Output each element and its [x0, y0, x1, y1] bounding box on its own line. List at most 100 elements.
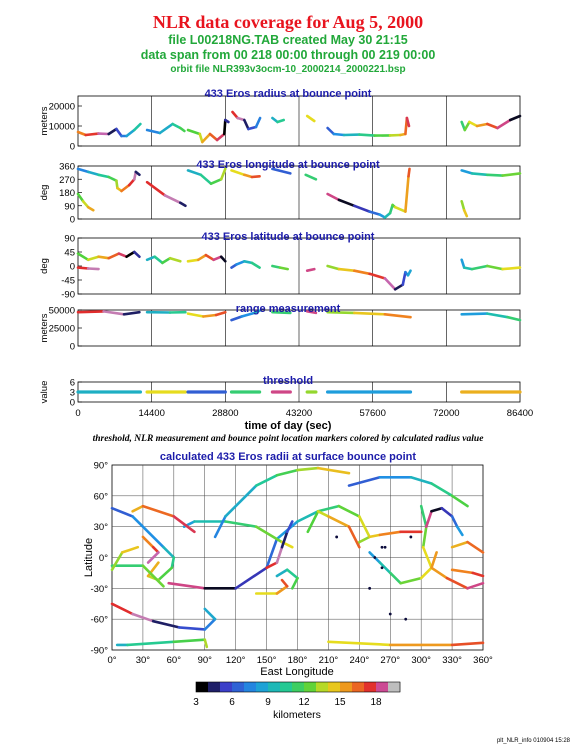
track-point: [380, 566, 384, 570]
data-segment: [76, 167, 90, 174]
data-segment: [296, 466, 320, 472]
data-segment: [276, 118, 286, 124]
data-segment: [76, 266, 90, 270]
data-segment: [126, 640, 176, 647]
data-segment: [110, 602, 134, 616]
data-segment: [468, 120, 479, 128]
data-segment: [204, 253, 215, 262]
data-segment: [230, 169, 246, 177]
data-segment: [378, 561, 392, 575]
data-segment: [305, 114, 316, 123]
data-segment: [131, 612, 155, 623]
track-point: [409, 535, 413, 539]
data-segment: [214, 310, 227, 317]
track-point: [335, 535, 339, 539]
data-segment: [466, 581, 485, 590]
x-tick-label: 86400: [507, 408, 533, 419]
data-segment: [110, 506, 134, 518]
x-tick-label: 28800: [212, 408, 238, 419]
data-segment: [290, 576, 299, 590]
colorbar-swatch: [376, 682, 389, 692]
data-segment: [368, 210, 382, 216]
y-axis-label: meters: [39, 106, 50, 135]
data-segment: [145, 180, 167, 197]
data-segment: [406, 269, 412, 277]
data-segment: [141, 564, 165, 588]
data-segment: [430, 482, 454, 498]
y-tick-label: 270: [59, 175, 75, 186]
data-segment: [179, 201, 187, 208]
data-segment: [240, 311, 256, 318]
data-segment: [430, 506, 444, 513]
data-segment: [196, 253, 208, 262]
data-segment: [203, 607, 217, 621]
data-segment: [506, 315, 522, 322]
data-segment: [86, 205, 95, 212]
data-segment: [430, 551, 438, 570]
data-segment: [186, 258, 200, 263]
chart-title: NLR data coverage for Aug 5, 2000: [152, 12, 424, 32]
data-segment: [125, 250, 136, 259]
latitude-tick-label: 30°: [94, 522, 109, 533]
track-point: [373, 556, 377, 559]
data-segment: [471, 571, 485, 578]
map-x-axis-label: East Longitude: [260, 666, 333, 678]
data-segment: [177, 626, 207, 631]
data-segment: [121, 545, 140, 554]
data-segment: [234, 566, 268, 590]
data-segment: [337, 504, 361, 518]
data-segment: [424, 509, 433, 529]
y-axis-label: meters: [39, 313, 50, 342]
data-segment: [133, 122, 142, 132]
data-segment: [316, 504, 341, 513]
data-segment: [278, 266, 290, 271]
x-tick-label: 43200: [286, 408, 312, 419]
data-segment: [378, 530, 402, 537]
data-segment: [304, 173, 318, 181]
data-segment: [157, 566, 174, 582]
data-segment: [186, 312, 205, 318]
colorbar-swatch: [244, 682, 257, 692]
data-segment: [145, 128, 162, 135]
y-tick-label: 0: [70, 342, 75, 353]
panel-title: range measurement: [236, 303, 341, 315]
colorbar-swatch: [340, 682, 353, 692]
colorbar-swatch: [232, 682, 245, 692]
data-segment: [107, 175, 118, 182]
map-y-axis-label: Latitude: [83, 538, 95, 577]
data-segment: [158, 122, 174, 135]
data-segment: [393, 283, 405, 291]
data-segment: [450, 515, 459, 529]
longitude-tick-label: 30°: [136, 655, 151, 666]
data-segment: [485, 312, 510, 319]
data-segment: [167, 581, 207, 590]
data-segment: [485, 173, 504, 177]
data-segment: [470, 172, 489, 177]
track-point: [388, 612, 392, 616]
data-segment: [357, 535, 371, 544]
colorbar-swatch: [352, 682, 365, 692]
latitude-tick-label: 60°: [94, 491, 109, 502]
data-segment: [407, 167, 411, 178]
data-segment: [496, 118, 512, 130]
data-segment: [134, 170, 141, 177]
data-segment: [117, 252, 128, 259]
data-segment: [186, 169, 203, 177]
data-segment: [162, 545, 176, 559]
y-axis-label: deg: [39, 258, 50, 274]
data-segment: [485, 264, 504, 271]
plot-footer: plt_NLR_info 010904 15:28: [496, 738, 570, 744]
longitude-tick-label: 300°: [411, 655, 431, 666]
data-segment: [296, 509, 320, 523]
data-segment: [326, 310, 356, 315]
data-segment: [265, 561, 279, 570]
colorbar-swatch: [196, 682, 209, 692]
data-segment: [133, 250, 141, 259]
data-segment: [501, 172, 522, 177]
data-segment: [460, 200, 466, 212]
latitude-tick-label: 90°: [94, 461, 109, 472]
data-segment: [326, 192, 341, 202]
data-segment: [120, 183, 131, 193]
data-segment: [231, 110, 239, 120]
data-segment: [223, 118, 227, 136]
